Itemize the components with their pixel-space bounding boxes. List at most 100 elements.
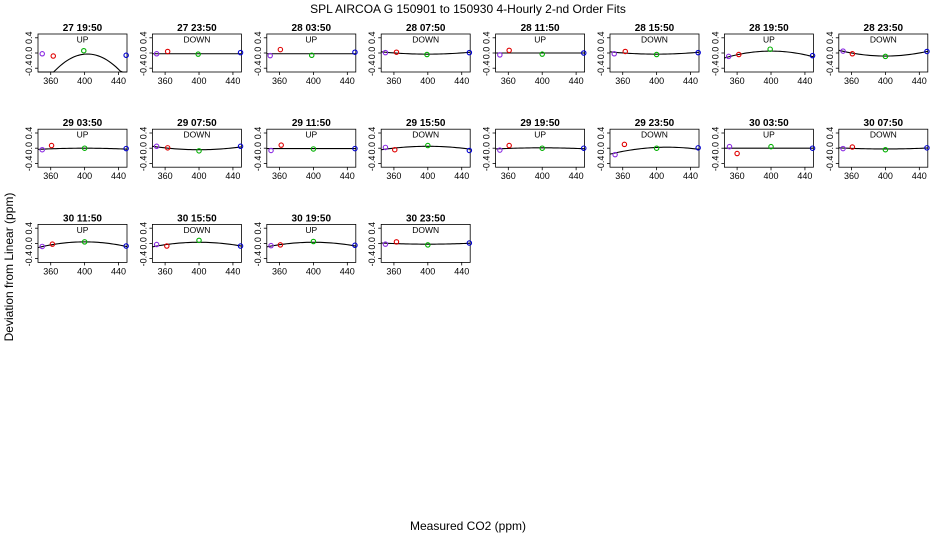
panel-title: 27 19:50: [63, 23, 103, 34]
panel-direction: UP: [77, 35, 89, 45]
panel-direction: UP: [77, 225, 89, 235]
y-tick-label: -0.4: [596, 60, 606, 76]
x-tick-label: 400: [764, 171, 779, 181]
x-tick-label: 440: [569, 76, 584, 86]
panel-direction: UP: [534, 130, 546, 140]
fit-curve: [38, 53, 127, 73]
data-point: [695, 49, 701, 56]
data-point: [506, 47, 512, 54]
x-tick-label: 440: [912, 76, 927, 86]
panel-direction: DOWN: [641, 130, 668, 140]
x-tick-label: 360: [501, 76, 516, 86]
data-point: [840, 145, 846, 152]
panel-direction: DOWN: [412, 35, 439, 45]
data-point: [153, 143, 160, 150]
data-point: [123, 243, 129, 249]
x-tick-label: 360: [615, 171, 630, 181]
x-tick-label: 400: [77, 76, 92, 86]
y-tick-label: 0.0: [24, 142, 34, 155]
x-tick-label: 360: [43, 266, 58, 276]
data-point: [506, 142, 512, 149]
y-tick-label: -0.4: [138, 60, 148, 76]
panel-title: 30 03:50: [749, 118, 789, 129]
x-tick-label: 440: [111, 171, 126, 181]
data-point: [196, 148, 202, 154]
data-point: [153, 241, 160, 248]
data-point: [352, 49, 358, 55]
data-point: [277, 242, 284, 248]
y-tick-label: 0.4: [710, 127, 720, 140]
panel-title: 29 07:50: [177, 118, 217, 129]
y-tick-label: 0.0: [367, 47, 377, 60]
panel-direction: DOWN: [870, 130, 897, 140]
x-tick-label: 440: [340, 76, 355, 86]
y-tick-label: 0.4: [253, 222, 263, 235]
x-tick-label: 440: [454, 266, 469, 276]
y-tick-label: -0.4: [253, 156, 263, 172]
x-tick-label: 400: [77, 266, 92, 276]
x-axis-label: Measured CO2 (ppm): [410, 519, 526, 533]
y-tick-label: 0.0: [24, 47, 34, 60]
y-tick-label: 0.0: [253, 237, 263, 250]
data-point: [612, 151, 618, 158]
y-tick-label: 0.0: [596, 142, 606, 155]
y-tick-label: -0.4: [24, 60, 34, 76]
data-point: [695, 145, 701, 151]
data-point: [277, 46, 284, 53]
panel-title: 29 15:50: [406, 118, 446, 129]
data-point: [726, 143, 733, 150]
panel-title: 29 19:50: [520, 118, 560, 129]
y-tick-label: -0.4: [710, 60, 720, 76]
data-point: [393, 49, 400, 55]
data-point: [622, 48, 629, 55]
y-axis-label: Deviation from Linear (ppm): [2, 193, 16, 342]
data-point: [611, 51, 617, 57]
data-point: [278, 142, 284, 148]
y-tick-label: 0.4: [138, 222, 148, 235]
x-tick-label: 360: [158, 76, 173, 86]
x-tick-label: 440: [454, 76, 469, 86]
panel-direction: UP: [77, 130, 89, 140]
y-tick-label: 0.4: [825, 32, 835, 45]
data-point: [310, 238, 317, 245]
x-tick-label: 400: [306, 76, 321, 86]
x-tick-label: 440: [797, 76, 812, 86]
y-tick-label: 0.4: [253, 32, 263, 45]
x-tick-label: 400: [420, 171, 435, 181]
y-tick-label: 0.4: [825, 127, 835, 140]
y-tick-label: -0.4: [825, 60, 835, 76]
panel-title: 30 11:50: [63, 213, 102, 224]
data-point: [581, 145, 587, 151]
panel-title: 30 15:50: [177, 213, 217, 224]
data-point: [809, 52, 816, 59]
data-point: [393, 239, 400, 245]
y-tick-label: 0.4: [24, 127, 34, 140]
y-tick-label: 0.4: [596, 32, 606, 45]
data-point: [352, 145, 358, 152]
x-tick-label: 400: [192, 266, 207, 276]
x-tick-label: 400: [192, 171, 207, 181]
y-tick-label: 0.4: [24, 32, 34, 45]
x-tick-label: 440: [111, 76, 126, 86]
y-tick-label: 0.4: [367, 222, 377, 235]
panel-title: 28 15:50: [635, 23, 675, 34]
y-tick-label: -0.4: [253, 251, 263, 267]
panel-title: 28 19:50: [749, 23, 789, 34]
y-tick-label: 0.0: [596, 47, 606, 60]
data-point: [237, 143, 244, 150]
panel-direction: DOWN: [412, 225, 439, 235]
y-tick-label: 0.0: [482, 47, 492, 60]
data-point: [196, 237, 202, 244]
panel-direction: UP: [305, 35, 317, 45]
panel-direction: UP: [763, 35, 775, 45]
